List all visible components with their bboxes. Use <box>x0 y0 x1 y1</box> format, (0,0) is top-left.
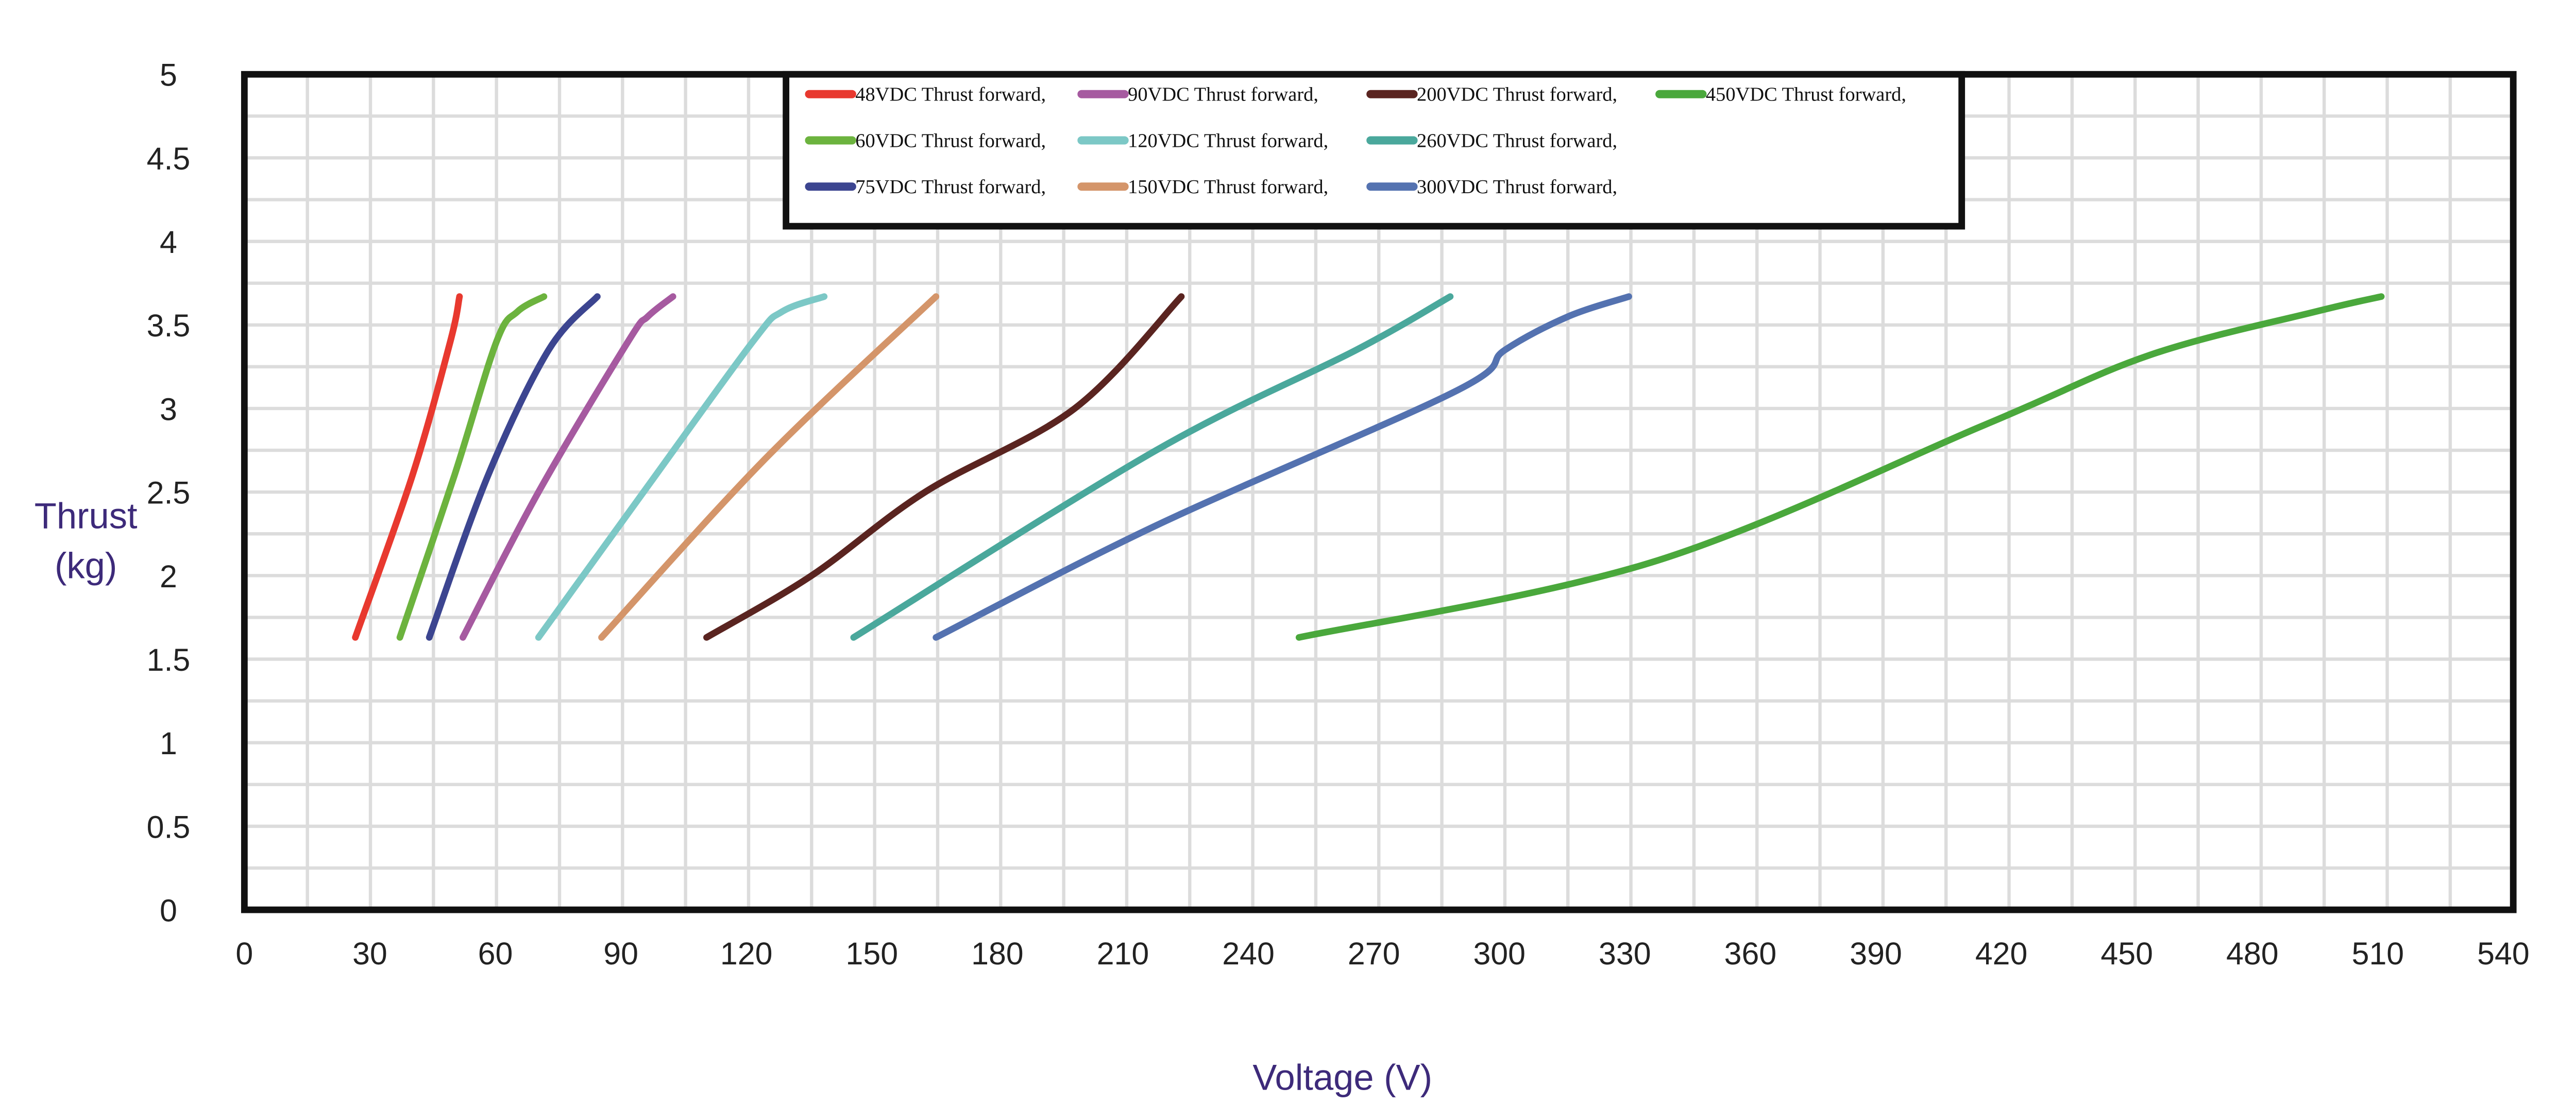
legend-label: 48VDC Thrust forward, <box>855 84 1046 106</box>
series-line <box>460 293 676 641</box>
x-tick-label: 300 <box>1473 936 1526 971</box>
legend-label: 90VDC Thrust forward, <box>1128 84 1318 106</box>
y-axis-label-line1: Thrust <box>35 496 138 536</box>
y-tick-label: 3 <box>160 392 177 427</box>
series-line <box>933 293 1632 641</box>
series-line <box>1295 293 2385 641</box>
y-tick-label: 4.5 <box>147 141 191 176</box>
legend-label: 300VDC Thrust forward, <box>1417 176 1617 198</box>
series-line <box>703 293 1185 641</box>
x-tick-label: 210 <box>1097 936 1149 971</box>
y-tick-label: 1.5 <box>147 642 191 677</box>
series-line <box>850 293 1454 641</box>
x-tick-label: 540 <box>2477 936 2530 971</box>
y-axis-label-line2: (kg) <box>55 545 117 586</box>
x-tick-label: 30 <box>352 936 387 971</box>
y-tick-label: 0.5 <box>147 809 191 844</box>
legend-label: 75VDC Thrust forward, <box>855 176 1046 198</box>
series-line <box>598 293 940 641</box>
x-tick-label: 420 <box>1975 936 2028 971</box>
legend-label: 60VDC Thrust forward, <box>855 130 1046 151</box>
x-tick-label: 390 <box>1850 936 1902 971</box>
legend-label: 200VDC Thrust forward, <box>1417 84 1617 106</box>
y-tick-label: 2 <box>160 559 177 594</box>
y-tick-label: 2.5 <box>147 475 191 511</box>
x-tick-label: 510 <box>2352 936 2404 971</box>
x-tick-label: 180 <box>971 936 1024 971</box>
series-line <box>535 293 828 641</box>
x-tick-label: 120 <box>720 936 773 971</box>
y-tick-label: 4 <box>160 225 177 260</box>
x-tick-label: 480 <box>2226 936 2279 971</box>
legend: 48VDC Thrust forward, 90VDC Thrust forwar… <box>783 71 1965 230</box>
legend-label: 120VDC Thrust forward, <box>1128 130 1328 151</box>
y-tick-labels: 0 0.5 1 1.5 2 2.5 3 3.5 4 4.5 5 <box>147 58 191 928</box>
x-tick-label: 240 <box>1222 936 1275 971</box>
x-tick-label: 270 <box>1348 936 1400 971</box>
x-tick-label: 150 <box>846 936 899 971</box>
x-tick-label: 360 <box>1724 936 1777 971</box>
series-line <box>352 293 463 641</box>
legend-label: 150VDC Thrust forward, <box>1128 176 1328 198</box>
x-axis-label: Voltage (V) <box>1252 1057 1432 1097</box>
y-tick-label: 5 <box>160 58 177 93</box>
series-line <box>426 293 601 641</box>
x-tick-label: 330 <box>1599 936 1651 971</box>
series-line <box>396 293 548 641</box>
series-lines <box>352 293 2385 641</box>
x-tick-label: 60 <box>478 936 513 971</box>
y-tick-label: 1 <box>160 726 177 761</box>
x-tick-label: 90 <box>603 936 638 971</box>
y-tick-label: 3.5 <box>147 308 191 343</box>
y-tick-label: 0 <box>160 893 177 928</box>
legend-label: 260VDC Thrust forward, <box>1417 130 1617 151</box>
x-tick-label: 450 <box>2100 936 2153 971</box>
legend-label: 450VDC Thrust forward, <box>1706 84 1906 106</box>
x-tick-label: 0 <box>235 936 253 971</box>
x-tick-labels: 0 30 60 90 120 150 180 210 240 270 300 330 360 390 420… <box>235 936 2529 971</box>
